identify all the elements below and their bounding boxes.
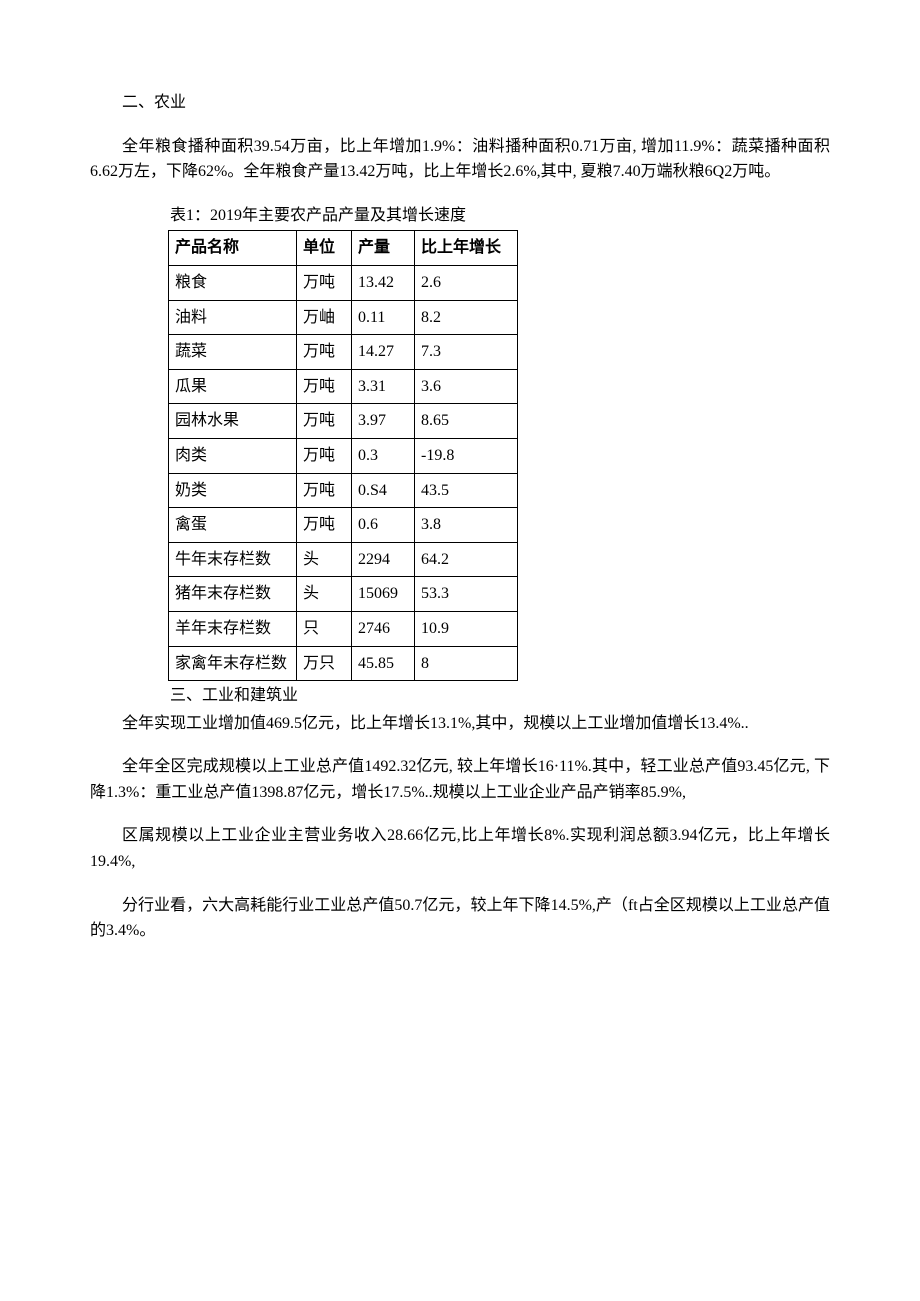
th-unit: 单位: [297, 231, 352, 266]
th-growth: 比上年增长: [415, 231, 518, 266]
cell-name: 肉类: [169, 438, 297, 473]
th-name: 产品名称: [169, 231, 297, 266]
cell-growth: 8: [415, 646, 518, 681]
section-3-para-4: 分行业看，六大高耗能行业工业总产值50.7亿元，较上年下降14.5%,产（ft占…: [90, 893, 830, 944]
cell-output: 3.31: [352, 369, 415, 404]
section-3-para-1: 全年实现工业增加值469.5亿元，比上年增长13.1%,其中，规模以上工业增加值…: [90, 711, 830, 737]
table-row: 猪年末存栏数头1506953.3: [169, 577, 518, 612]
cell-name: 猪年末存栏数: [169, 577, 297, 612]
table-row: 肉类万吨0.3-19.8: [169, 438, 518, 473]
cell-output: 14.27: [352, 335, 415, 370]
table-row: 园林水果万吨3.978.65: [169, 404, 518, 439]
section-2-title: 二、农业: [90, 90, 830, 116]
cell-output: 0.S4: [352, 473, 415, 508]
cell-output: 45.85: [352, 646, 415, 681]
table-1: 产品名称 单位 产量 比上年增长 粮食万吨13.422.6油料万岫0.118.2…: [168, 230, 518, 681]
section-3-para-3: 区属规模以上工业企业主营业务收入28.66亿元,比上年增长8%.实现利润总额3.…: [90, 823, 830, 874]
cell-unit: 头: [297, 577, 352, 612]
table-row: 蔬菜万吨14.277.3: [169, 335, 518, 370]
cell-growth: 3.6: [415, 369, 518, 404]
cell-unit: 万吨: [297, 369, 352, 404]
cell-output: 0.6: [352, 508, 415, 543]
cell-unit: 万吨: [297, 335, 352, 370]
cell-name: 禽蛋: [169, 508, 297, 543]
cell-unit: 万吨: [297, 438, 352, 473]
cell-unit: 万吨: [297, 473, 352, 508]
cell-unit: 万吨: [297, 404, 352, 439]
cell-name: 油料: [169, 300, 297, 335]
table-row: 禽蛋万吨0.63.8: [169, 508, 518, 543]
cell-output: 3.97: [352, 404, 415, 439]
cell-name: 园林水果: [169, 404, 297, 439]
cell-growth: 53.3: [415, 577, 518, 612]
table-row: 油料万岫0.118.2: [169, 300, 518, 335]
table-row: 瓜果万吨3.313.6: [169, 369, 518, 404]
cell-growth: 8.65: [415, 404, 518, 439]
cell-output: 13.42: [352, 265, 415, 300]
table-row: 羊年末存栏数只274610.9: [169, 611, 518, 646]
th-output: 产量: [352, 231, 415, 266]
cell-name: 牛年末存栏数: [169, 542, 297, 577]
cell-output: 2746: [352, 611, 415, 646]
section-3-title: 三、工业和建筑业: [90, 683, 830, 709]
cell-name: 瓜果: [169, 369, 297, 404]
table-row: 粮食万吨13.422.6: [169, 265, 518, 300]
cell-growth: 8.2: [415, 300, 518, 335]
section-3-para-2: 全年全区完成规模以上工业总产值1492.32亿元, 较上年增长16·11%.其中…: [90, 754, 830, 805]
table-header-row: 产品名称 单位 产量 比上年增长: [169, 231, 518, 266]
cell-name: 粮食: [169, 265, 297, 300]
cell-growth: 2.6: [415, 265, 518, 300]
table-row: 家禽年末存栏数万只45.858: [169, 646, 518, 681]
cell-unit: 万岫: [297, 300, 352, 335]
cell-name: 奶类: [169, 473, 297, 508]
section-2-para-1: 全年粮食播种面积39.54万亩，比上年增加1.9%：油料播种面积0.71万亩, …: [90, 134, 830, 185]
cell-unit: 万只: [297, 646, 352, 681]
cell-output: 0.3: [352, 438, 415, 473]
cell-growth: -19.8: [415, 438, 518, 473]
cell-unit: 万吨: [297, 508, 352, 543]
table-row: 牛年末存栏数头229464.2: [169, 542, 518, 577]
cell-name: 羊年末存栏数: [169, 611, 297, 646]
cell-growth: 7.3: [415, 335, 518, 370]
cell-growth: 10.9: [415, 611, 518, 646]
cell-growth: 43.5: [415, 473, 518, 508]
cell-output: 15069: [352, 577, 415, 612]
cell-growth: 64.2: [415, 542, 518, 577]
cell-output: 0.11: [352, 300, 415, 335]
cell-unit: 头: [297, 542, 352, 577]
cell-unit: 只: [297, 611, 352, 646]
cell-name: 家禽年末存栏数: [169, 646, 297, 681]
cell-unit: 万吨: [297, 265, 352, 300]
cell-growth: 3.8: [415, 508, 518, 543]
table-row: 奶类万吨0.S443.5: [169, 473, 518, 508]
cell-output: 2294: [352, 542, 415, 577]
cell-name: 蔬菜: [169, 335, 297, 370]
table-1-caption: 表1：2019年主要农产品产量及其增长速度: [90, 203, 830, 229]
